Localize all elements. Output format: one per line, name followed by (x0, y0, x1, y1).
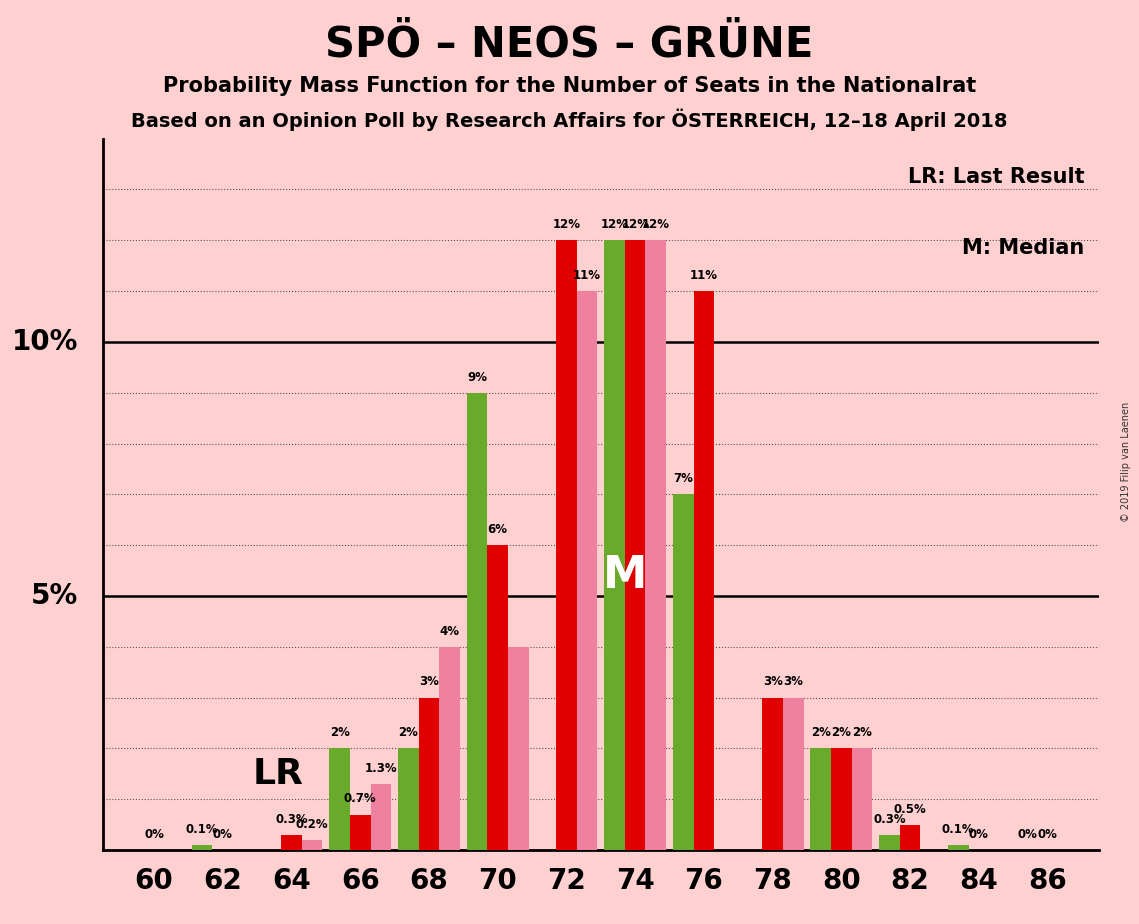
Text: 3%: 3% (419, 675, 439, 688)
Bar (605, 240, 625, 850)
Text: 3%: 3% (784, 675, 803, 688)
Text: © 2019 Filip van Laenen: © 2019 Filip van Laenen (1121, 402, 1131, 522)
Text: 0%: 0% (1038, 828, 1057, 841)
Text: 0%: 0% (1017, 828, 1036, 841)
Bar (398, 748, 419, 850)
Text: M: M (603, 554, 647, 597)
Text: 7%: 7% (673, 472, 694, 485)
Text: 12%: 12% (552, 218, 581, 231)
Text: Based on an Opinion Poll by Research Affairs for ÖSTERREICH, 12–18 April 2018: Based on an Opinion Poll by Research Aff… (131, 109, 1008, 131)
Text: 1.3%: 1.3% (364, 762, 398, 775)
Bar (831, 748, 852, 850)
Text: 10%: 10% (13, 328, 79, 356)
Text: 3%: 3% (763, 675, 782, 688)
Text: 11%: 11% (573, 269, 601, 282)
Bar (191, 845, 213, 850)
Text: 5%: 5% (31, 582, 79, 610)
Text: 2%: 2% (329, 726, 350, 739)
Bar (782, 698, 804, 850)
Text: 12%: 12% (621, 218, 649, 231)
Bar (508, 647, 528, 850)
Bar (879, 835, 900, 850)
Text: 11%: 11% (690, 269, 718, 282)
Text: 0%: 0% (213, 828, 232, 841)
Text: SPÖ – NEOS – GRÜNE: SPÖ – NEOS – GRÜNE (326, 23, 813, 65)
Bar (646, 240, 666, 850)
Bar (370, 784, 391, 850)
Text: 0.1%: 0.1% (942, 823, 975, 836)
Text: 2%: 2% (831, 726, 851, 739)
Text: 2%: 2% (811, 726, 830, 739)
Text: 0.3%: 0.3% (276, 813, 308, 826)
Bar (467, 393, 487, 850)
Bar (302, 840, 322, 850)
Text: LR: Last Result: LR: Last Result (908, 167, 1084, 187)
Text: M: Median: M: Median (962, 238, 1084, 258)
Text: 9%: 9% (467, 371, 487, 383)
Bar (762, 698, 782, 850)
Text: 6%: 6% (487, 523, 508, 536)
Bar (440, 647, 460, 850)
Bar (900, 824, 920, 850)
Text: 12%: 12% (600, 218, 629, 231)
Text: 0.1%: 0.1% (186, 823, 219, 836)
Bar (625, 240, 646, 850)
Text: LR: LR (253, 757, 303, 791)
Text: 4%: 4% (440, 625, 460, 638)
Bar (329, 748, 350, 850)
Text: 0%: 0% (145, 828, 164, 841)
Bar (694, 291, 714, 850)
Text: 0.5%: 0.5% (894, 803, 926, 816)
Text: 0%: 0% (969, 828, 989, 841)
Bar (350, 815, 370, 850)
Text: 2%: 2% (399, 726, 418, 739)
Text: 2%: 2% (852, 726, 872, 739)
Bar (576, 291, 597, 850)
Text: 0.2%: 0.2% (296, 818, 328, 831)
Bar (281, 835, 302, 850)
Bar (852, 748, 872, 850)
Text: 0.7%: 0.7% (344, 793, 377, 806)
Text: Probability Mass Function for the Number of Seats in the Nationalrat: Probability Mass Function for the Number… (163, 76, 976, 96)
Bar (556, 240, 576, 850)
Bar (419, 698, 440, 850)
Text: 12%: 12% (641, 218, 670, 231)
Bar (811, 748, 831, 850)
Bar (673, 494, 694, 850)
Bar (487, 545, 508, 850)
Text: 0.3%: 0.3% (874, 813, 906, 826)
Bar (948, 845, 968, 850)
